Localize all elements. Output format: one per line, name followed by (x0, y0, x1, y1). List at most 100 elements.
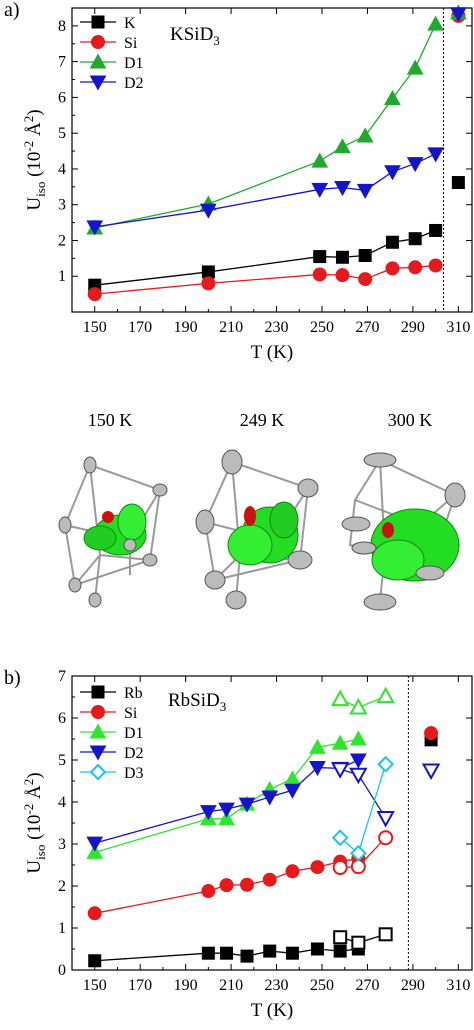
legend-label: D2 (124, 75, 144, 92)
data-point-open (330, 762, 350, 779)
data-point (384, 89, 401, 105)
y-tick-label: 6 (58, 89, 66, 106)
x-tick-label: 230 (265, 977, 289, 994)
y-axis-label-part: -2 (21, 804, 36, 815)
x-tick-label: 150 (83, 977, 107, 994)
series-line (94, 23, 437, 229)
y-axis-label-part: ) (24, 772, 45, 778)
legend-label: Si (124, 35, 138, 52)
series-d2 (86, 753, 441, 852)
data-point (335, 250, 349, 264)
y-tick-label: 3 (58, 836, 66, 853)
data-point-open (351, 935, 366, 950)
x-tick-label: 310 (446, 977, 470, 994)
data-point (261, 790, 279, 806)
legend-marker (89, 745, 107, 761)
data-point-open (332, 860, 348, 876)
data-point (220, 946, 234, 960)
legend-label: K (124, 15, 136, 32)
legend-label: D2 (124, 745, 144, 762)
plot-frame (71, 7, 473, 313)
x-axis-label: T (K) (251, 1000, 293, 1021)
y-tick-label: 0 (58, 962, 66, 979)
data-point (284, 783, 301, 799)
data-point-open (376, 810, 395, 828)
ellipsoid-structure-150k (58, 456, 168, 608)
data-point (240, 949, 254, 963)
series-line-open (339, 768, 387, 819)
compound-formula: KSiD (170, 24, 213, 45)
y-axis-label-part: Å (24, 122, 45, 141)
data-point-open (349, 767, 368, 785)
x-axis-label: T (K) (251, 342, 293, 363)
legend-label: D3 (124, 765, 144, 782)
data-point-high-t (451, 176, 465, 190)
legend-label: D1 (124, 55, 144, 72)
data-point (285, 864, 300, 879)
panel-b-chart: 150 170 190 210 230 250 270 290 310 0 1 2 3 4 5 6 7 T (K)… (4, 667, 473, 1021)
legend-marker (91, 685, 105, 699)
data-point-open (350, 859, 366, 875)
series-k (88, 176, 465, 292)
data-point (312, 267, 327, 282)
ellipsoid-structure-300k (341, 452, 466, 611)
compound-subscript: 3 (213, 33, 220, 48)
data-point-high-t (424, 726, 439, 741)
y-axis-label-part: U (24, 860, 45, 874)
compound-label: RbSiD3 (168, 690, 226, 714)
data-point (87, 287, 102, 302)
x-tick-label: 150 (83, 319, 107, 336)
compound-formula: RbSiD (168, 690, 220, 711)
data-point-open (377, 755, 395, 773)
data-point (385, 235, 399, 249)
data-point (358, 272, 373, 287)
y-axis-label-part: (10 (24, 152, 45, 182)
x-tick-label: 190 (174, 977, 198, 994)
data-point (311, 182, 329, 198)
legend-marker (89, 53, 107, 69)
data-point (218, 802, 235, 818)
legend-marker (91, 15, 105, 29)
data-point-open (376, 686, 395, 704)
series-si (87, 8, 466, 302)
y-tick-label: 4 (58, 794, 66, 811)
data-point (334, 181, 351, 197)
data-point (309, 738, 326, 754)
data-point (384, 165, 401, 181)
x-tick-label: 210 (219, 319, 243, 336)
data-point (408, 232, 422, 246)
y-tick-label: 6 (58, 710, 66, 727)
data-point (406, 157, 424, 173)
series-d1 (86, 4, 467, 235)
legend-label: Si (124, 705, 138, 722)
x-tick-label: 250 (310, 977, 334, 994)
data-point (350, 730, 367, 746)
data-point (309, 761, 326, 777)
data-point (263, 944, 277, 958)
series-si (87, 726, 439, 921)
data-point-open (331, 829, 349, 847)
x-tick-label: 170 (128, 977, 152, 994)
data-point (86, 836, 104, 852)
data-point (428, 258, 443, 273)
y-tick-label: 5 (58, 125, 66, 142)
y-tick-label: 7 (58, 54, 66, 71)
data-point-high-t (450, 7, 467, 23)
data-point (335, 268, 350, 283)
legend-marker (91, 705, 105, 719)
y-tick-label: 1 (58, 920, 66, 937)
data-point (313, 250, 327, 264)
series-line (94, 229, 436, 286)
data-point-open (378, 830, 394, 846)
legend-label: D1 (124, 725, 144, 742)
y-tick-label: 3 (58, 197, 66, 214)
y-axis-label-part: -2 (21, 141, 36, 152)
y-axis-label-part: 2 (21, 779, 36, 786)
y-axis-label: Uiso (10-2 Å2) (21, 109, 48, 210)
data-point (385, 261, 400, 276)
data-point (310, 942, 324, 956)
compound-label: KSiD3 (170, 24, 220, 48)
data-point (238, 797, 256, 813)
y-axis-label-part: 2 (21, 116, 36, 123)
y-axis-label-part: iso (33, 182, 48, 197)
